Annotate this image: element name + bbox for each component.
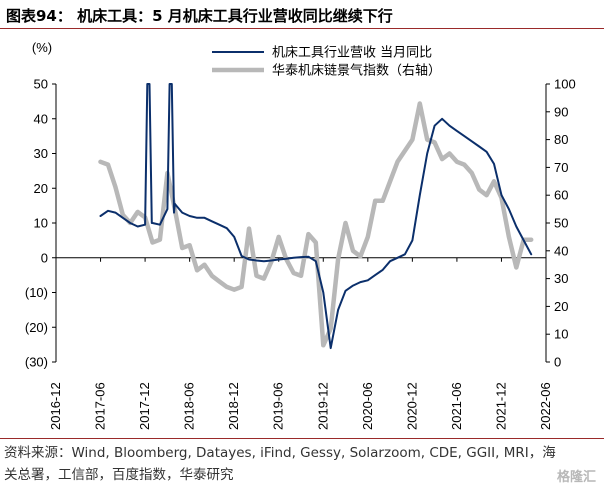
x-tick-label: 2019-06 xyxy=(271,382,286,430)
x-tick-label: 2016-12 xyxy=(48,382,63,430)
series-line-revenue-yoy xyxy=(99,83,533,350)
x-tick-label: 2018-06 xyxy=(182,382,197,430)
right-tick-label: 100 xyxy=(554,77,576,92)
x-tick-label: 2021-12 xyxy=(493,382,508,430)
left-tick-label: 10 xyxy=(34,216,48,231)
source-divider xyxy=(0,438,604,439)
legend-label-revenue-yoy: 机床工具行业营收 当月同比 xyxy=(272,46,432,61)
left-tick-label: (10) xyxy=(25,285,48,300)
left-tick-label: 50 xyxy=(34,77,48,92)
left-tick-label: 40 xyxy=(34,111,48,126)
x-tick-label: 2019-12 xyxy=(315,382,330,430)
x-tick-label: 2021-06 xyxy=(449,382,464,430)
right-tick-label: 10 xyxy=(554,327,568,342)
right-tick-label: 80 xyxy=(554,132,568,147)
left-tick-label: 30 xyxy=(34,146,48,161)
x-tick-label: 2022-06 xyxy=(538,382,553,430)
right-tick-label: 90 xyxy=(554,104,568,119)
title-divider xyxy=(0,28,604,29)
right-tick-label: 70 xyxy=(554,160,568,175)
left-tick-label: 20 xyxy=(34,181,48,196)
right-tick-label: 0 xyxy=(554,355,561,370)
right-tick-label: 50 xyxy=(554,216,568,231)
series-line-prosperity-index xyxy=(98,101,534,348)
figure-title: 图表94： 机床工具：5 月机床工具行业营收同比继续下行 xyxy=(6,7,393,25)
x-tick-label: 2020-06 xyxy=(360,382,375,430)
source-note: 资料来源：Wind, Bloomberg, Datayes, iFind, Ge… xyxy=(4,445,556,483)
right-tick-label: 30 xyxy=(554,271,568,286)
left-axis-unit: (%) xyxy=(32,40,52,55)
x-tick-label: 2020-12 xyxy=(404,382,419,430)
x-tick-label: 2017-12 xyxy=(137,382,152,430)
right-tick-label: 60 xyxy=(554,188,568,203)
left-tick-label: (20) xyxy=(25,320,48,335)
left-tick-label: (30) xyxy=(25,355,48,370)
x-tick-label: 2017-06 xyxy=(93,382,108,430)
watermark: 格隆汇 xyxy=(556,470,596,485)
left-tick-label: 0 xyxy=(41,250,48,265)
right-tick-label: 20 xyxy=(554,299,568,314)
x-tick-label: 2018-12 xyxy=(226,382,241,430)
legend-label-prosperity-index: 华泰机床链景气指数（右轴） xyxy=(272,63,441,79)
right-tick-label: 40 xyxy=(554,243,568,258)
